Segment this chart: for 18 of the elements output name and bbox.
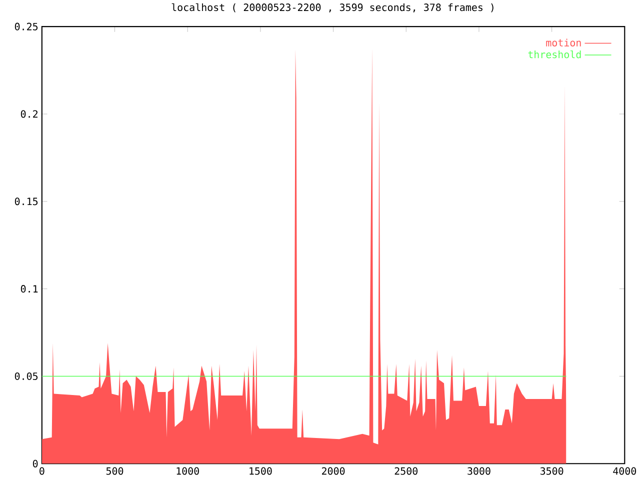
y-tick-label: 0.2: [20, 110, 38, 118]
chart-title: localhost ( 20000523-2200 , 3599 seconds, 378 frames ): [172, 4, 494, 13]
x-tick-label: 500: [106, 467, 124, 475]
x-tick-label: 2000: [322, 467, 345, 475]
x-tick-label: 4000: [613, 467, 636, 475]
x-tick-label: 2500: [394, 467, 418, 475]
legend-label: threshold: [528, 50, 581, 58]
y-tick-label: 0.1: [20, 285, 38, 293]
y-tick-label: 0.25: [14, 23, 38, 31]
legend-label: motion: [546, 38, 581, 47]
x-tick-label: 1500: [250, 467, 272, 475]
y-tick-label: 0: [32, 460, 38, 468]
x-tick-label: 1000: [176, 467, 199, 475]
x-tick-label: 3000: [468, 467, 490, 475]
x-tick-label: 0: [40, 467, 44, 475]
y-tick-label: 0.15: [14, 198, 38, 206]
y-tick-label: 0.05: [14, 372, 38, 380]
x-tick-label: 3500: [540, 467, 564, 475]
